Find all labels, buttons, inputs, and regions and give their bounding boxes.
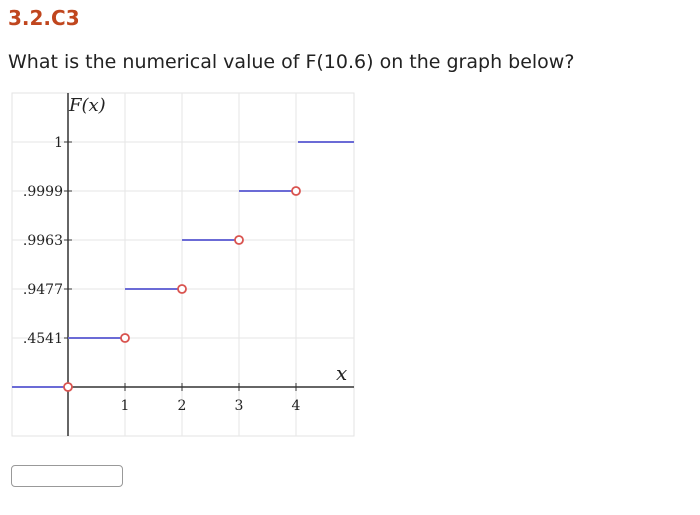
- y-tick-label: .9963: [23, 233, 63, 249]
- question-text: What is the numerical value of F(10.6) o…: [8, 51, 575, 73]
- open-circle-marker: [120, 333, 130, 343]
- answer-input[interactable]: [11, 465, 123, 487]
- y-axis-label: F(x): [68, 95, 106, 116]
- axes: [12, 93, 354, 436]
- tick-labels: 1 2 3 4 1 .9999 .9963 .9477 .4541: [23, 135, 301, 414]
- step-function-graph: 1 2 3 4 1 .9999 .9963 .9477 .4541 F(x) x: [11, 92, 355, 437]
- x-tick-label: 1: [121, 398, 130, 414]
- problem-id: 3.2.C3: [8, 6, 80, 30]
- x-axis-label: x: [336, 361, 347, 385]
- plot-frame: [11, 92, 355, 437]
- grid: [11, 92, 355, 437]
- y-tick-label: .9477: [23, 282, 63, 298]
- open-circle-marker: [177, 284, 187, 294]
- open-circle-marker: [63, 382, 73, 392]
- y-tick-label: .9999: [23, 184, 63, 200]
- step-segments: [12, 141, 354, 388]
- x-tick-label: 4: [292, 398, 301, 414]
- open-circle-marker: [234, 235, 244, 245]
- y-tick-label: .4541: [23, 331, 63, 347]
- open-circle-marker: [291, 186, 301, 196]
- x-tick-label: 3: [235, 398, 244, 414]
- x-tick-label: 2: [178, 398, 187, 414]
- y-tick-label: 1: [54, 135, 63, 151]
- open-circles: [63, 186, 301, 392]
